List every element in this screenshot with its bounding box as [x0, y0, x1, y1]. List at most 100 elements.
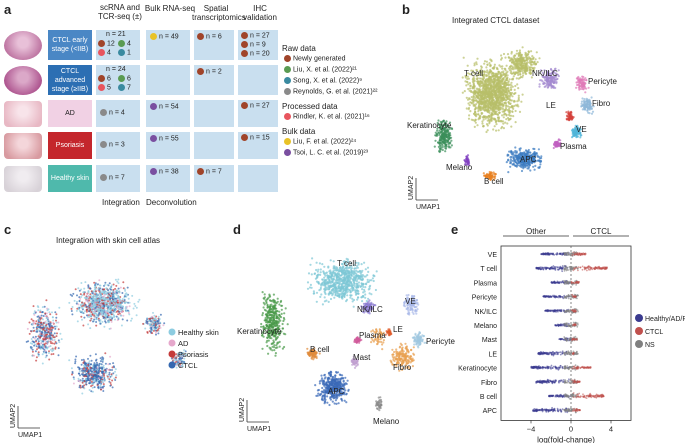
umap-point: [117, 296, 120, 299]
umap-point: [549, 72, 552, 75]
umap-point: [529, 151, 532, 154]
umap-point: [76, 300, 78, 303]
umap-point: [91, 386, 94, 389]
umap-point: [579, 81, 582, 85]
umap-point: [466, 162, 470, 165]
umap-point: [525, 162, 528, 165]
umap-point: [488, 62, 491, 65]
cluster-label-pericyte: Pericyte: [588, 77, 617, 86]
umap-point: [467, 117, 471, 120]
umap-point: [492, 117, 495, 120]
umap-point: [97, 283, 99, 286]
umap-point: [477, 73, 481, 76]
umap-point: [33, 321, 36, 324]
cluster-keratinocyte: [433, 119, 454, 154]
umap-point: [93, 368, 96, 371]
umap-point: [525, 52, 528, 55]
umap-point: [81, 318, 83, 321]
umap-point: [39, 311, 42, 313]
umap-point: [100, 388, 102, 391]
umap-point: [486, 92, 489, 95]
umap-point: [117, 313, 120, 316]
umap-point: [106, 296, 109, 299]
umap-point: [466, 157, 469, 160]
umap-point: [93, 310, 96, 313]
legend-title: Processed data: [282, 102, 338, 111]
umap-point: [515, 150, 518, 153]
umap-point: [522, 160, 525, 163]
source-dot: [98, 49, 105, 56]
umap-point: [509, 86, 512, 89]
umap-point: [104, 281, 107, 284]
axis-label-umap1: UMAP1: [18, 432, 42, 439]
umap-point: [114, 368, 117, 371]
umap-point: [497, 81, 500, 84]
umap-point: [587, 100, 590, 103]
umap-point: [507, 171, 510, 174]
umap-point: [518, 70, 521, 73]
umap-point: [567, 111, 570, 115]
umap-point: [32, 319, 35, 322]
umap-point: [518, 64, 521, 67]
umap-point: [100, 293, 102, 296]
umap-point: [484, 87, 487, 90]
umap-point: [135, 306, 138, 309]
legend-dot: [284, 138, 291, 145]
umap-point: [49, 348, 52, 351]
umap-point: [93, 376, 96, 379]
umap-point: [536, 154, 539, 157]
umap-point: [480, 66, 483, 69]
umap-point: [582, 75, 585, 79]
umap-point: [491, 113, 494, 116]
umap-point: [434, 139, 437, 142]
umap-point: [110, 320, 113, 323]
umap-point: [466, 64, 469, 67]
umap-point: [109, 375, 112, 378]
umap-point: [58, 306, 61, 309]
umap-point: [481, 120, 484, 123]
legend-dot: [168, 350, 176, 358]
condition-box: Psoriasis: [48, 132, 92, 159]
umap-point: [91, 390, 94, 393]
umap-point: [495, 100, 498, 103]
umap-point: [464, 163, 467, 166]
umap-point: [556, 144, 559, 147]
panel-b-title: Integrated CTCL dataset: [452, 16, 540, 25]
source-dot: [150, 33, 157, 40]
umap-point: [441, 146, 444, 149]
umap-point: [479, 96, 482, 99]
umap-point: [531, 157, 534, 160]
umap-point: [533, 66, 536, 69]
umap-point: [115, 315, 118, 318]
umap-point: [36, 315, 39, 318]
umap-point: [521, 155, 524, 158]
umap-point: [492, 74, 495, 77]
umap-point: [570, 115, 574, 118]
umap-point: [87, 301, 90, 303]
umap-point: [36, 348, 38, 351]
umap-point: [180, 352, 183, 355]
umap-point: [490, 84, 493, 87]
umap-point: [121, 298, 124, 301]
umap-point: [126, 309, 129, 312]
umap-point: [525, 164, 528, 167]
umap-point: [53, 339, 56, 341]
umap-point: [95, 305, 98, 308]
umap-point: [84, 373, 87, 376]
legend-dot: [284, 55, 291, 62]
umap-point: [106, 309, 109, 312]
sc-source-count: 4: [98, 49, 111, 57]
umap-point: [74, 362, 77, 365]
umap-point: [541, 75, 544, 78]
umap-point: [156, 329, 159, 332]
umap-point: [438, 143, 441, 147]
umap-point: [98, 298, 101, 301]
umap-point: [499, 96, 502, 99]
umap-point: [498, 106, 501, 109]
umap-point: [35, 345, 38, 348]
ihc-count: n = 9: [241, 41, 266, 49]
umap-point: [510, 61, 514, 64]
umap-point: [546, 86, 549, 89]
umap-point: [497, 113, 500, 116]
umap-point: [33, 354, 36, 357]
